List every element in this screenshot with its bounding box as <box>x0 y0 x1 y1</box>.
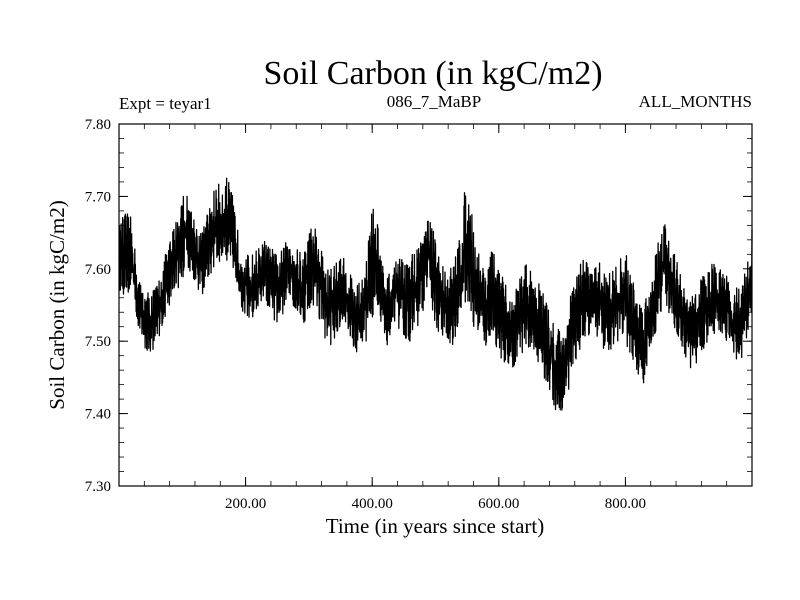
y-tick-label: 7.60 <box>85 262 111 278</box>
y-tick-label: 7.30 <box>85 479 111 495</box>
y-axis-label: Soil Carbon (in kgC/m2) <box>45 200 69 409</box>
period-label: 086_7_MaBP <box>387 92 481 111</box>
x-axis-label: Time (in years since start) <box>326 514 545 538</box>
soil-carbon-series-line <box>118 177 753 411</box>
months-label: ALL_MONTHS <box>639 92 752 111</box>
experiment-label: Expt = teyar1 <box>119 94 212 113</box>
y-tick-label: 7.50 <box>85 334 111 350</box>
data-layer <box>118 177 753 411</box>
plot-frame <box>118 123 753 487</box>
x-tick-label: 400.00 <box>352 496 393 512</box>
x-axis: 200.00 400.00 600.00 800.00 <box>118 124 753 512</box>
y-tick-label: 7.80 <box>85 117 111 133</box>
x-tick-label: 800.00 <box>605 496 646 512</box>
chart-title: Soil Carbon (in kgC/m2) <box>263 55 602 92</box>
x-tick-label: 200.00 <box>225 496 266 512</box>
y-tick-label: 7.40 <box>85 407 111 423</box>
x-tick-label: 600.00 <box>478 496 519 512</box>
y-tick-label: 7.70 <box>85 189 111 205</box>
